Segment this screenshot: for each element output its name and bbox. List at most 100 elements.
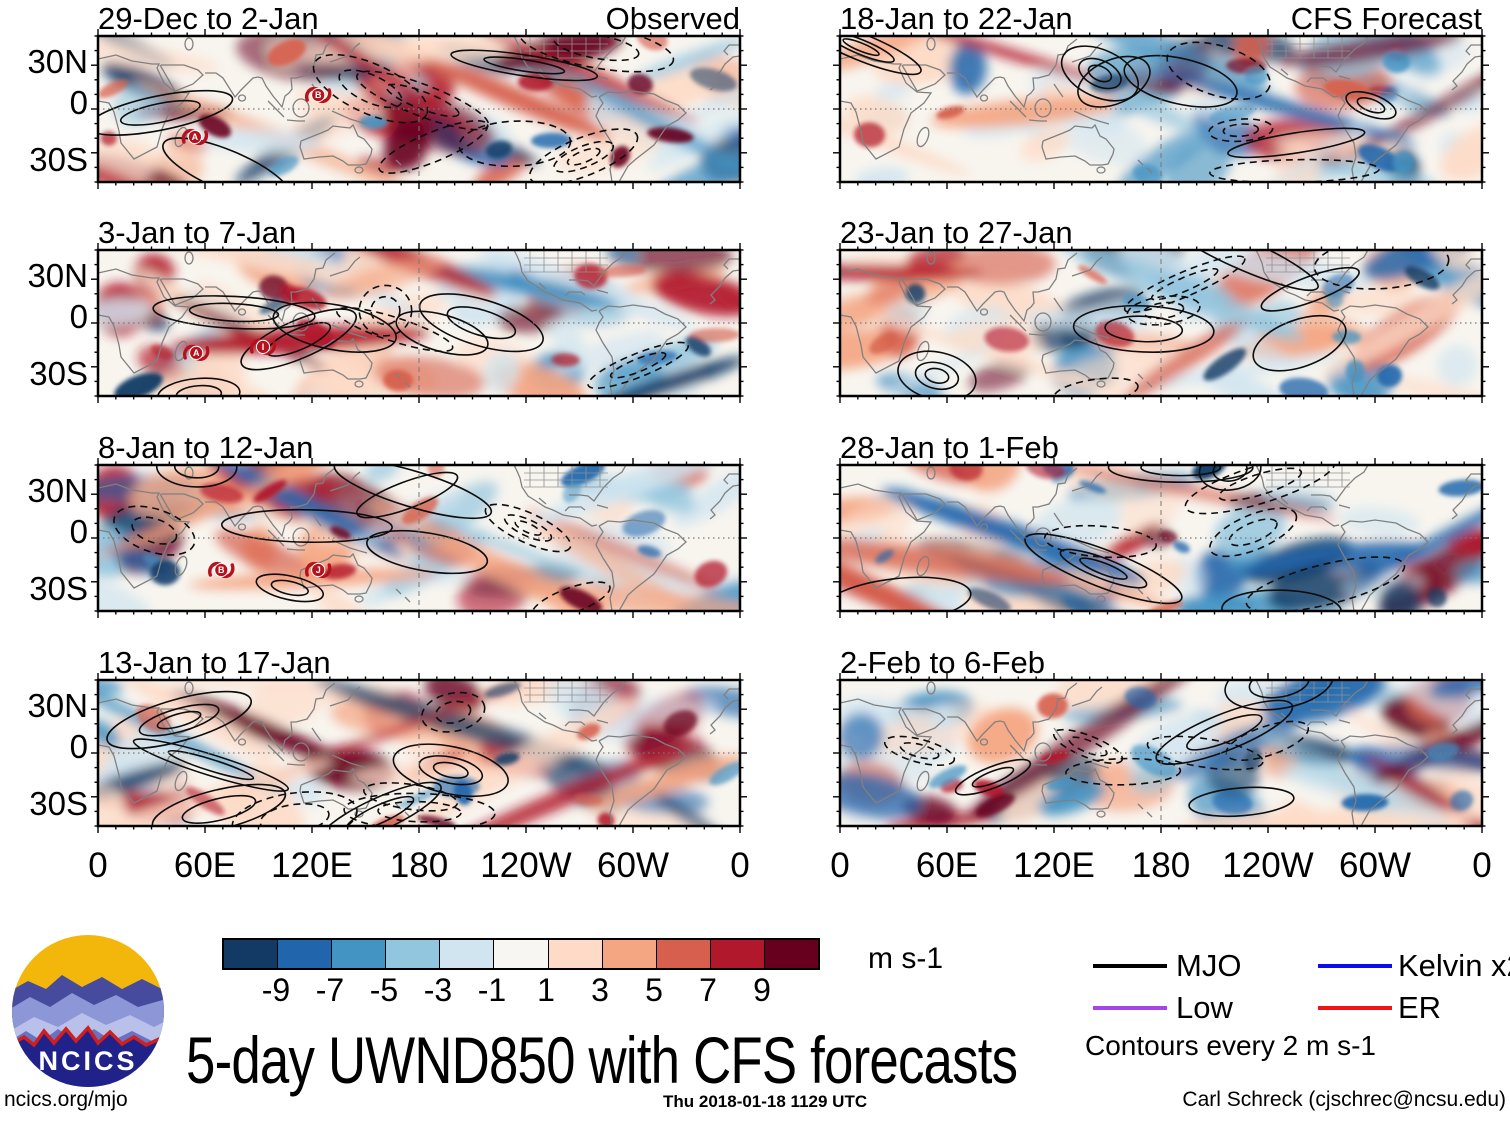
x-tick-label: 120W bbox=[480, 846, 572, 885]
colorbar-cell bbox=[764, 940, 819, 968]
panel-date-range: 3-Jan to 7-Jan bbox=[98, 215, 297, 250]
x-tick-label: 0 bbox=[88, 846, 108, 885]
cyclone-marker: A bbox=[183, 344, 210, 361]
x-tick-label: 0 bbox=[1472, 846, 1492, 885]
svg-text:B: B bbox=[315, 90, 322, 100]
x-tick-label: 0 bbox=[830, 846, 850, 885]
panel-title-row4-right: 2-Feb to 6-Feb bbox=[840, 646, 1482, 680]
legend-line-kelvin bbox=[1318, 964, 1392, 968]
map-panel-forecast-1 bbox=[833, 29, 1489, 189]
panel-title-row2-right: 23-Jan to 27-Jan bbox=[840, 216, 1482, 250]
colorbar-cell bbox=[386, 940, 441, 968]
colorbar-tick: 9 bbox=[753, 972, 771, 1008]
colorbar-tick: -3 bbox=[423, 972, 453, 1008]
panel-title-row3-left: 8-Jan to 12-Jan bbox=[98, 431, 740, 465]
y-tick-label: 30N bbox=[27, 472, 88, 509]
y-tick-label: 0 bbox=[69, 84, 88, 121]
panel-date-range: 18-Jan to 22-Jan bbox=[840, 1, 1073, 36]
panel-date-range: 29-Dec to 2-Jan bbox=[98, 1, 319, 36]
panel-title-row4-left: 13-Jan to 17-Jan bbox=[98, 646, 740, 680]
colorbar-tick: 5 bbox=[645, 972, 663, 1008]
colorbar-cell bbox=[494, 940, 549, 968]
colorbar-tick: -9 bbox=[261, 972, 291, 1008]
author-credit: Carl Schreck (cjschrec@ncsu.edu) bbox=[1182, 1088, 1506, 1111]
cyclone-marker: I bbox=[249, 338, 277, 355]
x-tick-label: 180 bbox=[1131, 846, 1191, 885]
panel-date-range: 2-Feb to 6-Feb bbox=[840, 645, 1046, 680]
x-tick-label: 60E bbox=[173, 846, 237, 885]
y-tick-label: 30N bbox=[27, 257, 88, 294]
svg-text:B: B bbox=[218, 565, 225, 575]
x-tick-label: 60W bbox=[597, 846, 669, 885]
colorbar-cell bbox=[224, 940, 279, 968]
map-panel-observed-4 bbox=[91, 673, 747, 833]
svg-text:A: A bbox=[192, 132, 199, 142]
panel-title-row1-right: 18-Jan to 22-Jan CFS Forecast bbox=[840, 2, 1482, 36]
x-tick-label: 60E bbox=[915, 846, 979, 885]
x-tick-label: 120E bbox=[271, 846, 353, 885]
colorbar-cell bbox=[332, 940, 387, 968]
colorbar-units: m s-1 bbox=[868, 942, 943, 975]
y-tick-label: 30N bbox=[27, 687, 88, 724]
generation-timestamp: Thu 2018-01-18 1129 UTC bbox=[663, 1092, 868, 1111]
x-tick-label: 0 bbox=[730, 846, 750, 885]
colorbar-cell bbox=[710, 940, 765, 968]
map-panel-forecast-2 bbox=[833, 243, 1489, 403]
x-tick-label: 180 bbox=[389, 846, 449, 885]
panel-date-range: 8-Jan to 12-Jan bbox=[98, 430, 314, 465]
colorbar-tick: 3 bbox=[591, 972, 609, 1008]
map-panel-forecast-4 bbox=[833, 673, 1489, 833]
colorbar-tick: -1 bbox=[477, 972, 507, 1008]
x-tick-label: 120E bbox=[1013, 846, 1095, 885]
svg-text:A: A bbox=[193, 348, 200, 358]
panel-title-row1-left: 29-Dec to 2-Jan Observed bbox=[98, 2, 740, 36]
y-tick-label: 30N bbox=[27, 43, 88, 80]
logo-text: NCICS bbox=[38, 1046, 137, 1076]
legend-label-er: ER bbox=[1398, 990, 1442, 1025]
y-tick-label: 30S bbox=[29, 355, 88, 392]
colorbar-tick: -7 bbox=[315, 972, 345, 1008]
column-label-forecast: CFS Forecast bbox=[1290, 1, 1482, 36]
legend-label-low: Low bbox=[1176, 990, 1233, 1025]
colorbar-cell bbox=[440, 940, 495, 968]
colorbar bbox=[222, 938, 820, 970]
y-tick-label: 0 bbox=[69, 298, 88, 335]
x-tick-label: 120W bbox=[1222, 846, 1314, 885]
svg-text:I: I bbox=[262, 342, 265, 352]
website-url: ncics.org/mjo bbox=[4, 1088, 128, 1111]
panel-title-row3-right: 28-Jan to 1-Feb bbox=[840, 431, 1482, 465]
colorbar-tick: 1 bbox=[537, 972, 555, 1008]
figure-title: 5-day UWND850 with CFS forecasts bbox=[186, 1023, 1018, 1097]
panel-date-range: 28-Jan to 1-Feb bbox=[840, 430, 1059, 465]
legend-line-er bbox=[1318, 1006, 1392, 1010]
map-panel-forecast-3 bbox=[833, 458, 1489, 618]
cyclone-marker: B bbox=[305, 86, 332, 104]
x-tick-label: 60W bbox=[1339, 846, 1411, 885]
contour-interval-note: Contours every 2 m s-1 bbox=[1085, 1030, 1376, 1061]
y-tick-label: 30S bbox=[29, 570, 88, 607]
svg-text:J: J bbox=[316, 565, 321, 575]
cyclone-marker: B bbox=[208, 561, 235, 579]
legend-label-kelvin: Kelvin x2 bbox=[1398, 948, 1510, 983]
legend-label-mjo: MJO bbox=[1176, 948, 1242, 983]
colorbar-cell bbox=[656, 940, 711, 968]
colorbar-cell bbox=[278, 940, 333, 968]
column-label-observed: Observed bbox=[605, 1, 740, 36]
colorbar-tick: -5 bbox=[369, 972, 399, 1008]
colorbar-cell bbox=[548, 940, 603, 968]
colorbar-tick: 7 bbox=[699, 972, 717, 1008]
panel-title-row2-left: 3-Jan to 7-Jan bbox=[98, 216, 740, 250]
y-tick-label: 0 bbox=[69, 513, 88, 550]
ncics-logo: NCICS bbox=[12, 935, 164, 1087]
cyclone-marker: A bbox=[181, 128, 209, 146]
panel-date-range: 23-Jan to 27-Jan bbox=[840, 215, 1073, 250]
y-tick-label: 30S bbox=[29, 141, 88, 178]
panel-date-range: 13-Jan to 17-Jan bbox=[98, 645, 331, 680]
legend-line-low bbox=[1093, 1006, 1167, 1010]
cyclone-marker: J bbox=[305, 561, 332, 579]
legend-line-mjo bbox=[1093, 964, 1167, 968]
